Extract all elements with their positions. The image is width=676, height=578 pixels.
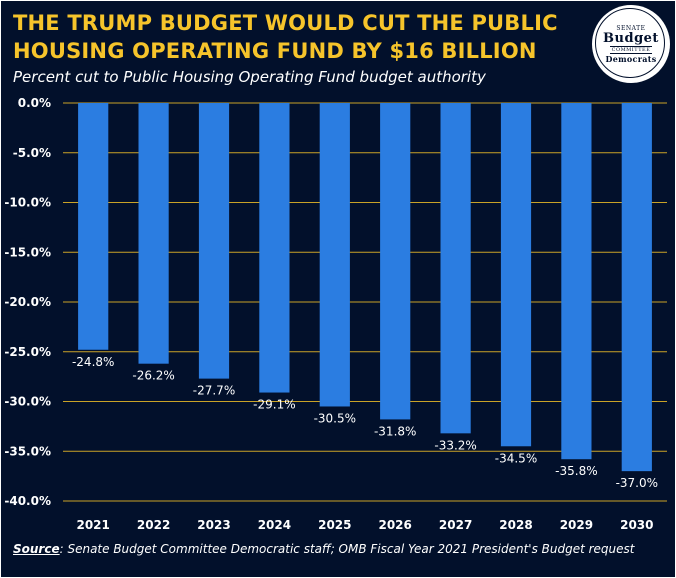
bar-value-label: -30.5% (314, 411, 356, 425)
bar (138, 103, 169, 364)
bar-value-label: -34.5% (495, 451, 537, 465)
chart-title: The Trump Budget Would Cut the Public Ho… (13, 11, 558, 63)
bar (500, 103, 532, 447)
source-text: : Senate Budget Committee Democratic sta… (59, 542, 635, 556)
bar (78, 103, 109, 350)
x-tick-label: 2027 (439, 518, 472, 532)
y-tick-label: -25.0% (4, 345, 51, 359)
x-tick-label: 2023 (197, 518, 230, 532)
x-tick-label: 2030 (620, 518, 653, 532)
bar (319, 103, 350, 407)
bar (561, 103, 592, 460)
bar-value-label: -29.1% (253, 398, 295, 412)
x-tick-label: 2022 (137, 518, 170, 532)
x-tick-label: 2021 (76, 518, 109, 532)
bar-value-label: -33.2% (434, 438, 476, 452)
x-tick-label: 2029 (560, 518, 593, 532)
bar (198, 103, 230, 379)
bar (380, 103, 411, 420)
bar-value-label: -26.2% (132, 369, 174, 383)
bar-value-label: -37.0% (616, 476, 658, 490)
source-note: Source: Senate Budget Committee Democrat… (13, 541, 663, 557)
y-tick-label: 0.0% (18, 96, 51, 110)
source-label: Source (13, 542, 60, 556)
y-tick-label: -30.0% (4, 395, 51, 409)
bar (259, 103, 290, 393)
y-tick-label: -35.0% (4, 444, 51, 458)
bar-value-label: -31.8% (374, 424, 416, 438)
logo-ring (595, 8, 665, 78)
x-tick-label: 2026 (378, 518, 411, 532)
y-tick-label: -10.0% (4, 196, 51, 210)
bar-value-label: -35.8% (555, 464, 597, 478)
y-tick-label: -5.0% (13, 146, 51, 160)
bar-value-label: -24.8% (72, 355, 114, 369)
x-tick-label: 2024 (258, 518, 291, 532)
chart-subtitle: Percent cut to Public Housing Operating … (13, 68, 486, 86)
bar (621, 103, 652, 472)
bar-value-label: -27.7% (193, 384, 235, 398)
x-tick-label: 2028 (499, 518, 532, 532)
senate-budget-committee-logo: Senate Budget Committee Democrats (592, 5, 670, 83)
y-tick-label: -40.0% (4, 494, 51, 508)
bar (440, 103, 471, 434)
y-tick-label: -15.0% (4, 245, 51, 259)
x-tick-label: 2025 (318, 518, 351, 532)
y-tick-label: -20.0% (4, 295, 51, 309)
